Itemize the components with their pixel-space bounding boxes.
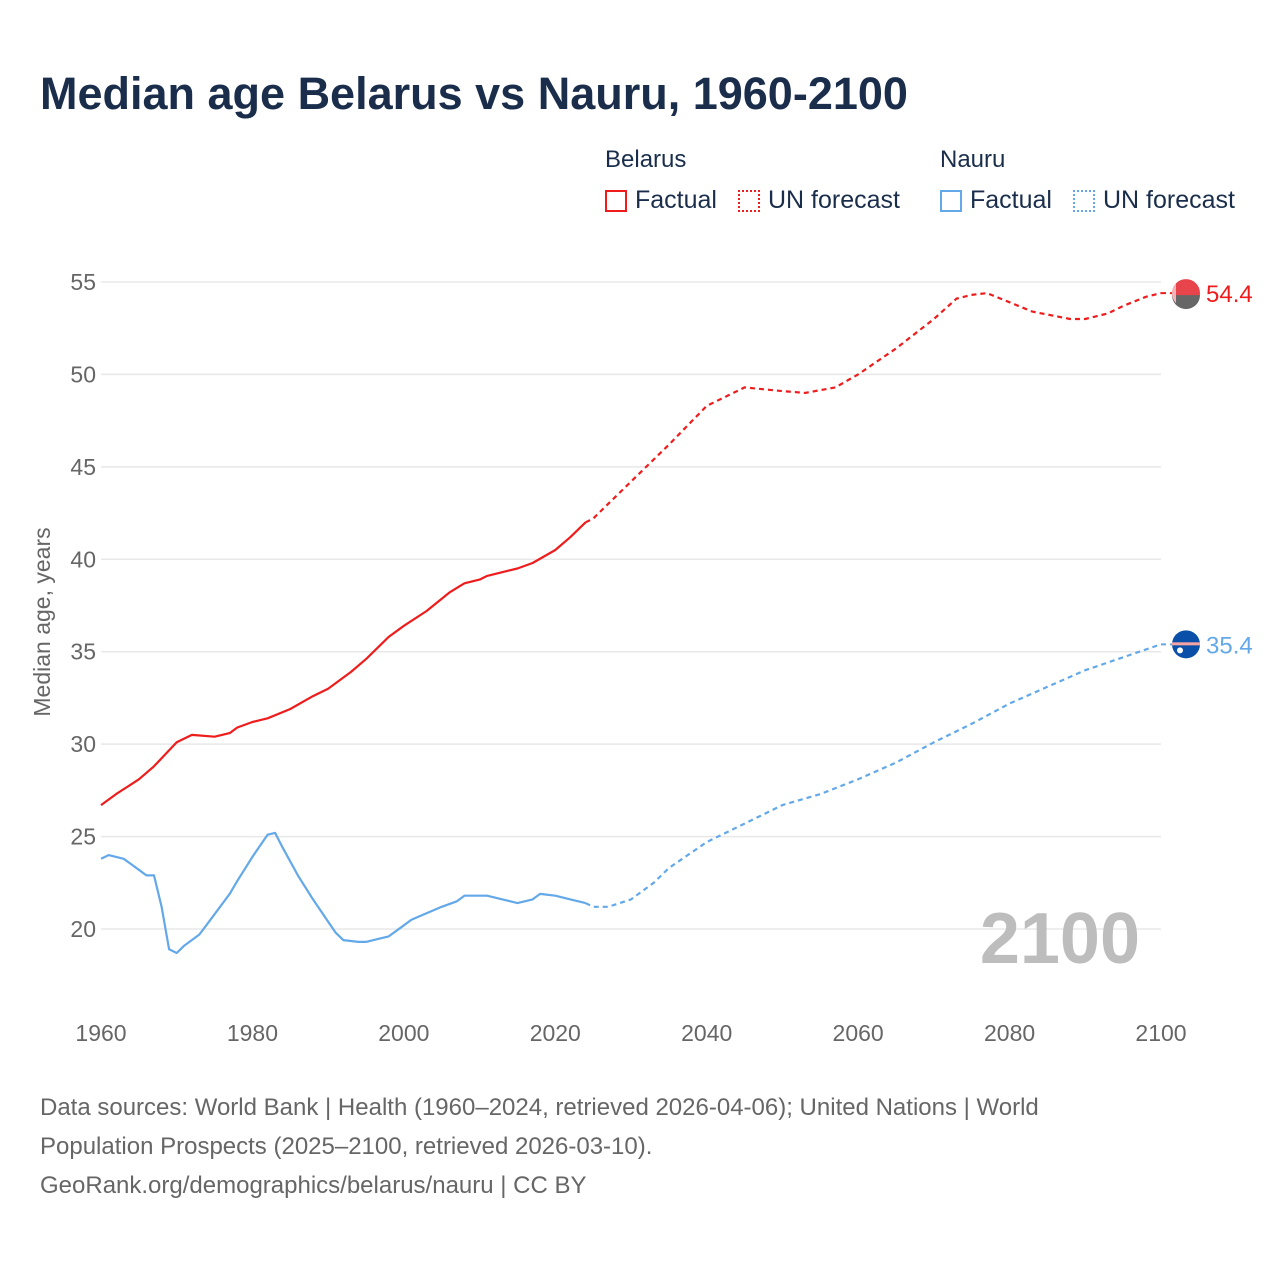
y-tick-label: 35 (70, 639, 96, 665)
legend-swatch-solid (940, 189, 962, 212)
year-watermark: 2100 (980, 899, 1140, 979)
flag-nauru-star (1177, 647, 1183, 654)
y-tick-label: 50 (70, 361, 96, 387)
end-value-label: 35.4 (1206, 632, 1253, 659)
y-tick-label: 30 (70, 731, 96, 757)
legend-belarus-forecast[interactable]: UN forecast (738, 186, 900, 215)
y-tick-label: 25 (70, 824, 96, 850)
flag-belarus-green-band (1172, 295, 1200, 310)
source-line: Population Prospects (2025–2100, retriev… (40, 1133, 653, 1160)
series-line-belarus-factual (100, 521, 587, 806)
x-tick-label: 2060 (833, 1020, 884, 1046)
legend-label: UN forecast (1103, 186, 1235, 214)
chart-title: Median age Belarus vs Nauru, 1960-2100 (40, 68, 908, 119)
series-line-nauru-forecast (585, 643, 1162, 908)
y-tick-label: 40 (70, 546, 96, 572)
x-tick-label: 2080 (984, 1020, 1035, 1046)
source-link[interactable]: GeoRank.org/demographics/belarus/nauru |… (40, 1172, 587, 1199)
legend-nauru-factual[interactable]: Factual (940, 186, 1052, 215)
flag-belarus-ornament (1171, 283, 1176, 304)
series-line-nauru-factual (100, 831, 586, 955)
legend-group-nauru: Nauru (940, 146, 1006, 173)
x-tick-label: 1960 (75, 1020, 126, 1046)
legend-label: UN forecast (768, 186, 900, 214)
legend-belarus-factual[interactable]: Factual (605, 186, 717, 215)
legend-nauru-forecast[interactable]: UN forecast (1073, 186, 1235, 215)
y-tick-label: 45 (70, 454, 96, 480)
x-tick-label: 2000 (378, 1020, 429, 1046)
flag-nauru-stripe (1172, 642, 1200, 646)
legend-label: Factual (635, 186, 717, 214)
legend-label: Factual (970, 186, 1052, 214)
legend-swatch-dotted (1073, 189, 1095, 212)
y-tick-label: 55 (70, 269, 96, 295)
source-line: Data sources: World Bank | Health (1960–… (40, 1094, 1039, 1121)
x-tick-label: 2100 (1135, 1020, 1186, 1046)
y-axis-label: Median age, years (29, 527, 55, 716)
legend-group-belarus: Belarus (605, 146, 687, 173)
series-line-belarus-forecast (585, 292, 1162, 524)
source-note: Data sources: World Bank | Health (1960–… (40, 1088, 1240, 1205)
legend-swatch-solid (605, 189, 627, 212)
x-tick-label: 2040 (681, 1020, 732, 1046)
x-tick-label: 2020 (530, 1020, 581, 1046)
x-tick-label: 1980 (227, 1020, 278, 1046)
legend-swatch-dotted (738, 189, 760, 212)
end-value-label: 54.4 (1206, 281, 1253, 308)
y-tick-label: 20 (70, 916, 96, 942)
